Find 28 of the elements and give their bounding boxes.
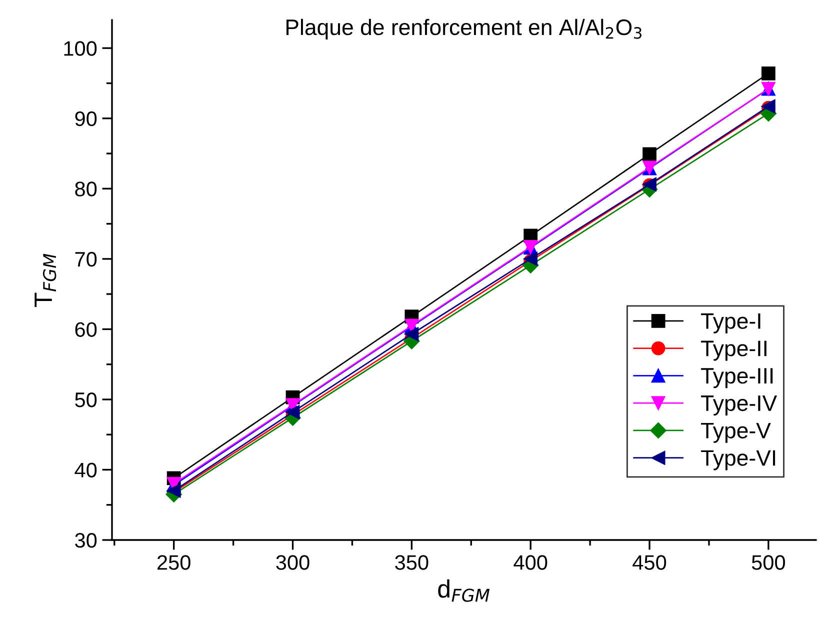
legend-label: Type-VI bbox=[701, 450, 776, 470]
legend-label: Type-V bbox=[701, 422, 771, 443]
point bbox=[524, 252, 538, 266]
y-tick-label: 80 bbox=[75, 182, 97, 196]
y-tick-label: 70 bbox=[75, 252, 97, 267]
y-tick-label: 60 bbox=[75, 322, 97, 337]
y-tick-label: 100 bbox=[64, 41, 97, 56]
point bbox=[404, 327, 419, 342]
x-axis-title: d$_{FGM}$ bbox=[438, 579, 490, 602]
x-tick-label: 500 bbox=[752, 555, 785, 570]
point bbox=[761, 66, 776, 80]
y-tick-label: 30 bbox=[75, 533, 97, 548]
point bbox=[642, 147, 656, 162]
legend-label: Type-II bbox=[701, 340, 766, 361]
y-tick-label: 40 bbox=[74, 462, 97, 478]
y-tick-label: 90 bbox=[75, 111, 97, 126]
x-tick-label: 450 bbox=[632, 555, 666, 570]
point bbox=[286, 405, 300, 420]
x-tick-label: 300 bbox=[276, 555, 310, 570]
x-tick-label: 350 bbox=[395, 555, 428, 570]
y-tick-label: 50 bbox=[75, 392, 97, 408]
x-tick-label: 250 bbox=[158, 555, 190, 570]
legend-label: Type-IV bbox=[701, 396, 778, 416]
legend-label: Type-III bbox=[701, 368, 773, 388]
y-axis-title: T$_{FGM}$ bbox=[34, 254, 56, 307]
legend-label: Type-I bbox=[701, 313, 760, 334]
x-tick-label: 400 bbox=[514, 555, 548, 570]
chart-title: Plaque de renforcement en Al/Al$_{2}$O$_{3}$ bbox=[286, 18, 642, 40]
